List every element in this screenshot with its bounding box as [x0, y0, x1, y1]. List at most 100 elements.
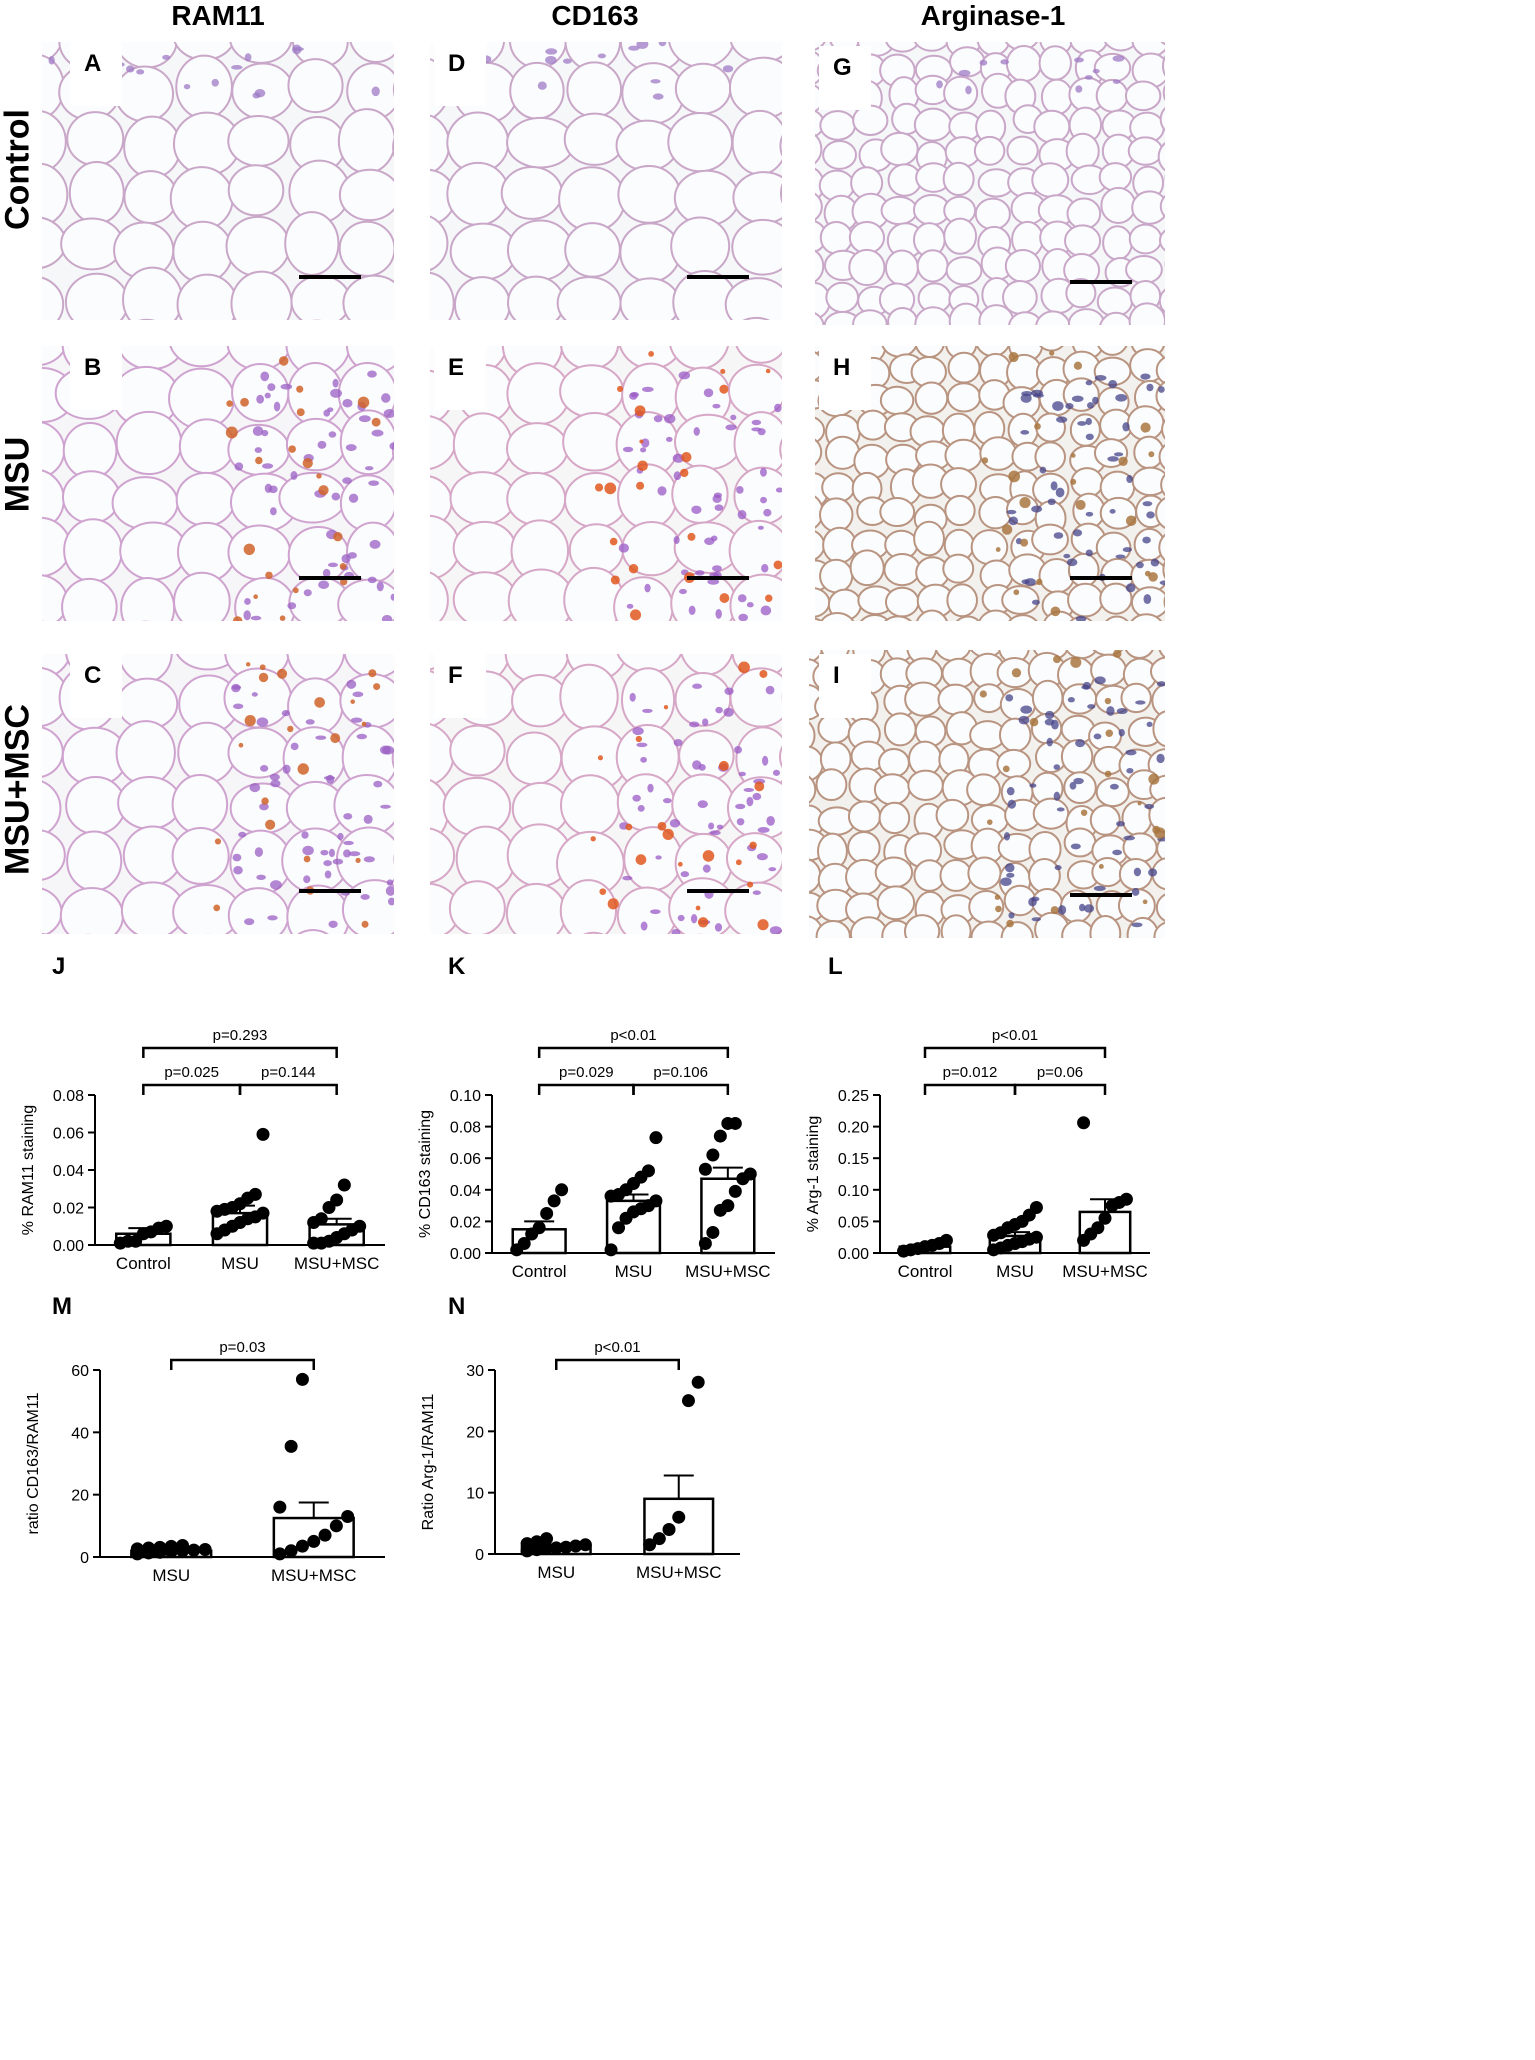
- p-value-label: p=0.029: [559, 1064, 614, 1081]
- significance-bracket: [555, 1358, 680, 1370]
- positive-staining: [981, 350, 1158, 617]
- data-point: [187, 1543, 201, 1557]
- x-tick-label: MSU+MSC: [271, 1566, 356, 1585]
- data-point: [256, 1127, 270, 1141]
- data-point: [284, 1544, 298, 1558]
- x-tick-label: Control: [512, 1262, 567, 1281]
- data-point: [1029, 1200, 1043, 1214]
- positive-staining: [213, 662, 381, 928]
- data-point: [295, 1539, 309, 1553]
- data-point: [314, 1212, 328, 1226]
- x-tick-label: MSU: [221, 1254, 259, 1273]
- data-point: [1029, 1230, 1043, 1244]
- x-tick-label: Control: [898, 1262, 953, 1281]
- y-tick-label: 0.04: [450, 1183, 481, 1200]
- significance-bracket: [923, 1046, 1107, 1058]
- y-tick-label: 0.06: [53, 1126, 84, 1143]
- y-tick-label: 0: [475, 1547, 484, 1564]
- data-point: [198, 1543, 212, 1557]
- column-header-ram11: RAM11: [171, 0, 265, 31]
- scale-bar: [299, 889, 361, 893]
- data-point: [681, 1394, 695, 1408]
- panel-letter-a: A: [70, 42, 122, 106]
- y-axis-title: % CD163 staining: [417, 1110, 434, 1238]
- adipocyte-network: [809, 650, 1165, 938]
- cell-nuclei: [442, 42, 734, 100]
- data-point: [176, 1538, 190, 1552]
- panel-letter-e: E: [434, 346, 486, 410]
- data-point: [307, 1534, 321, 1548]
- micrograph-panel-e: E: [430, 346, 782, 621]
- data-point: [341, 1509, 355, 1523]
- panel-letter-d: D: [434, 42, 486, 106]
- micrograph-panel-a: A: [42, 42, 394, 320]
- significance-bracket: [1013, 1083, 1107, 1095]
- significance-bracket: [170, 1358, 315, 1370]
- data-point: [728, 1184, 742, 1198]
- row-header-msu: MSU: [0, 436, 37, 513]
- x-tick-label: MSU+MSC: [294, 1254, 379, 1273]
- panel-letter-f: F: [434, 654, 486, 718]
- positive-staining: [590, 661, 769, 931]
- micrograph-panel-b: B: [42, 346, 394, 621]
- cell-nuclei: [1006, 373, 1165, 621]
- x-tick-label: MSU: [152, 1566, 190, 1585]
- row-header-msu-msc: MSU+MSC: [0, 704, 37, 875]
- p-value-label: p=0.106: [653, 1064, 708, 1081]
- y-axis-title: ratio CD163/RAM11: [25, 1392, 42, 1534]
- data-point: [153, 1540, 167, 1554]
- scale-bar: [687, 275, 749, 279]
- micrograph-panel-c: C: [42, 654, 394, 934]
- p-value-label: p<0.01: [992, 1027, 1038, 1044]
- data-point: [578, 1538, 592, 1552]
- chart-m-ratio-cd163: 0 20 40 60 ratio CD163/RAM11 MSU MSU+MSC p=0.03: [0, 1310, 400, 1610]
- y-axis-title: % RAM11 staining: [20, 1105, 37, 1235]
- y-tick-label: 0.25: [838, 1088, 869, 1105]
- y-tick-label: 0.00: [838, 1246, 869, 1263]
- y-tick-label: 40: [71, 1425, 89, 1442]
- adipocyte-network: [430, 654, 782, 934]
- data-point: [540, 1541, 554, 1555]
- x-tick-label: Control: [116, 1254, 171, 1273]
- data-point: [1091, 1221, 1105, 1235]
- data-point: [643, 1538, 657, 1552]
- cell-nuclei: [48, 44, 380, 99]
- y-axis-title: % Arg-1 staining: [805, 1116, 822, 1233]
- scale-bar: [1070, 280, 1132, 284]
- data-point: [713, 1129, 727, 1143]
- data-point: [540, 1207, 554, 1220]
- x-tick-label: MSU: [537, 1563, 575, 1582]
- data-point: [284, 1439, 298, 1453]
- data-point: [672, 1510, 686, 1524]
- data-point: [549, 1541, 563, 1555]
- y-tick-label: 0.08: [53, 1088, 84, 1105]
- micrograph-panel-f: F: [430, 654, 782, 934]
- significance-bracket: [537, 1046, 730, 1058]
- adipocyte-network: [430, 42, 782, 320]
- panel-letter-b: B: [70, 346, 122, 410]
- panel-letter-i: I: [819, 654, 871, 718]
- y-tick-label: 0.02: [450, 1214, 481, 1231]
- chart-k-cd163: 0.00 0.02 0.04 0.06 0.08 0.10 % CD163 staining…: [400, 1000, 790, 1285]
- y-tick-label: 0.10: [838, 1183, 869, 1200]
- y-tick-label: 30: [466, 1363, 484, 1380]
- data-point: [569, 1539, 583, 1553]
- data-point: [256, 1206, 270, 1220]
- micrograph-panel-i: I: [809, 650, 1165, 938]
- column-header-cd163: CD163: [551, 0, 639, 31]
- data-point: [691, 1375, 705, 1389]
- data-point: [649, 1194, 663, 1208]
- data-point: [520, 1537, 534, 1551]
- p-value-label: p=0.03: [219, 1339, 265, 1356]
- positive-staining: [225, 356, 381, 621]
- micrograph-panel-h: H: [815, 346, 1165, 621]
- cell-nuclei: [231, 679, 394, 928]
- data-point: [273, 1547, 287, 1561]
- micrograph-panel-g: G: [815, 42, 1165, 325]
- data-point: [939, 1233, 953, 1247]
- data-point: [721, 1199, 735, 1213]
- data-point: [662, 1522, 676, 1536]
- data-point: [555, 1183, 569, 1197]
- panel-letter-h: H: [819, 346, 871, 410]
- y-tick-label: 0.00: [450, 1246, 481, 1263]
